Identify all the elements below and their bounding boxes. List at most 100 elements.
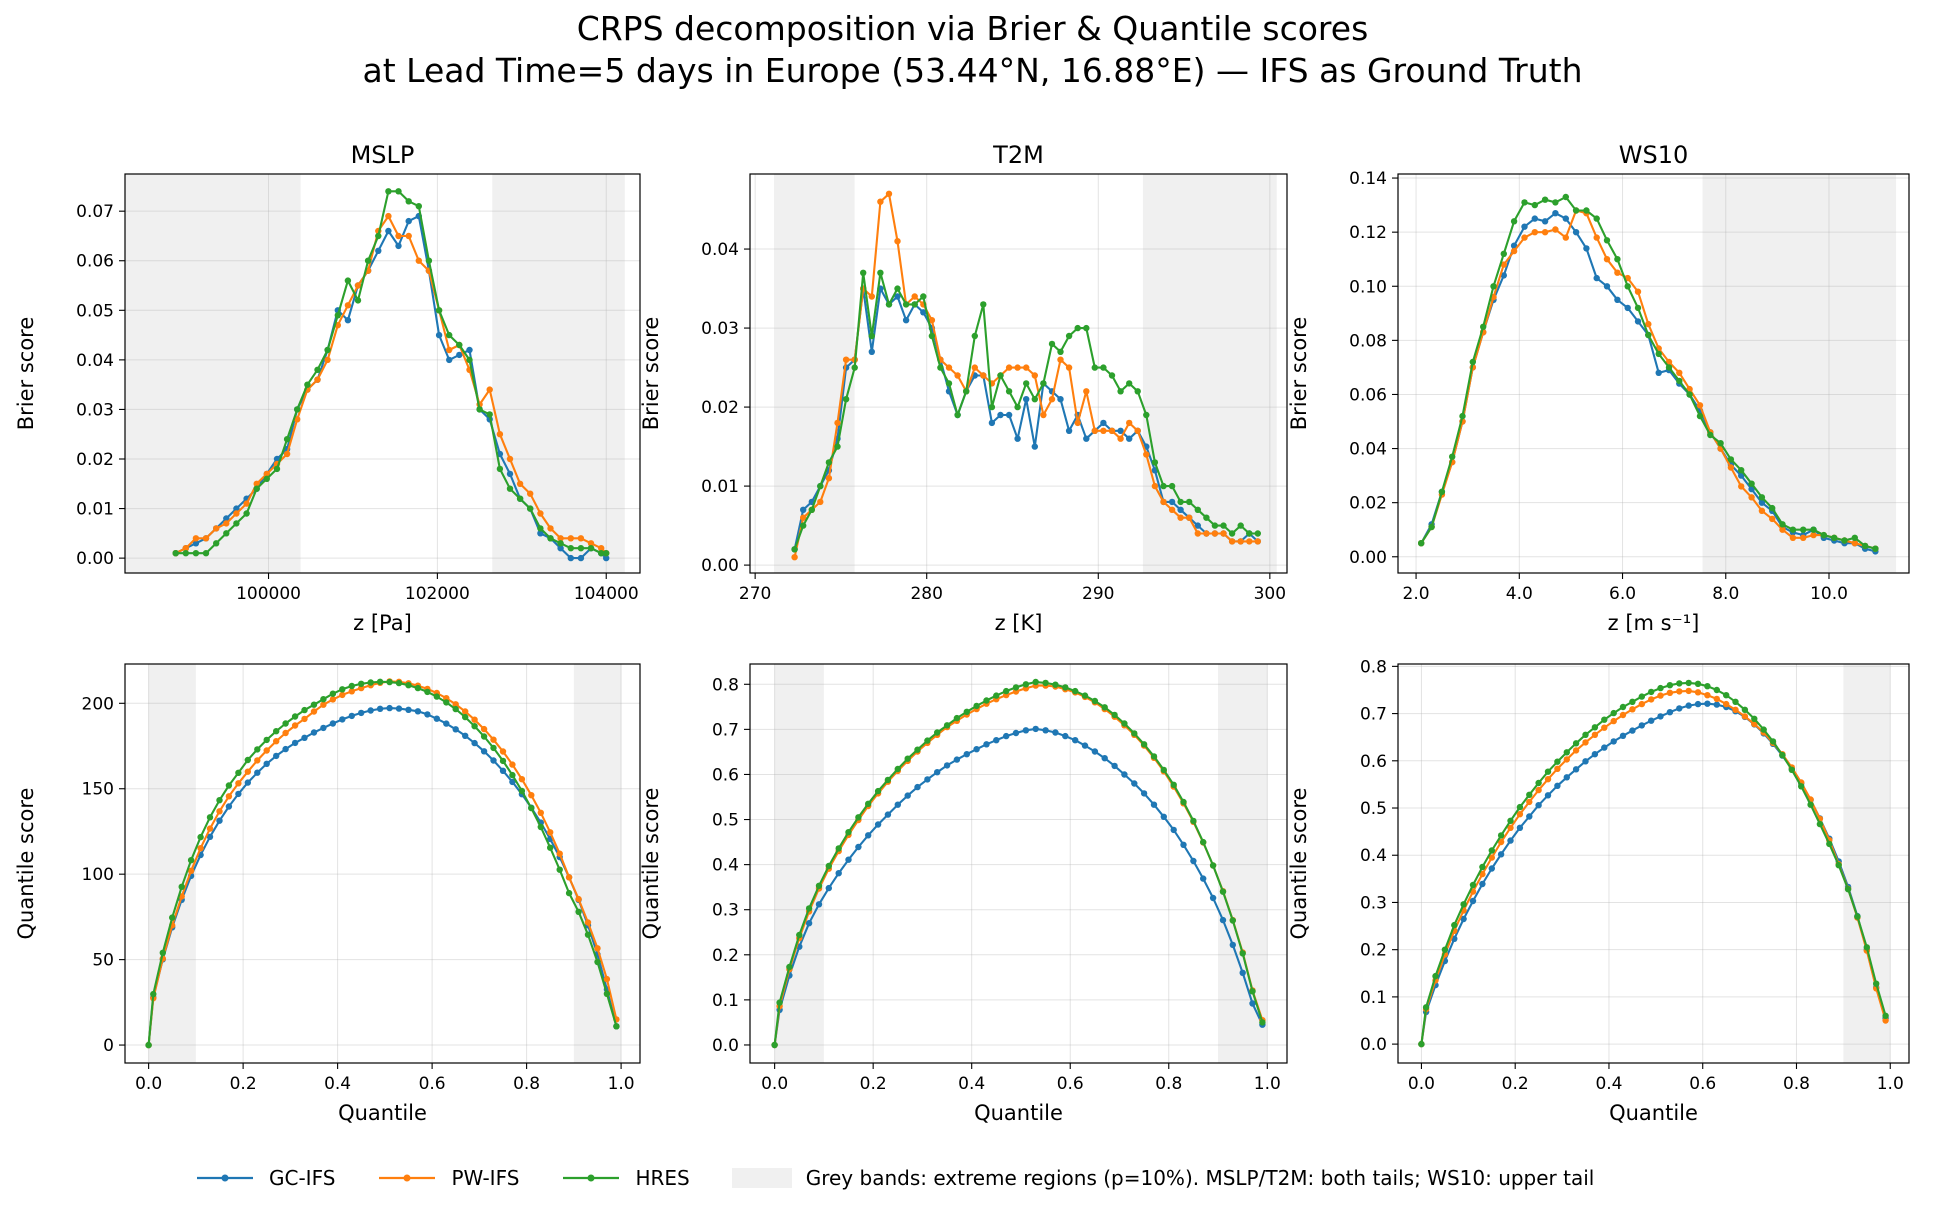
- data-point-pw-ifs: [1723, 700, 1730, 708]
- data-point-gc-ifs: [1603, 283, 1611, 290]
- data-point-hres: [1186, 498, 1193, 506]
- data-point-hres: [235, 769, 242, 776]
- data-point-hres: [1500, 250, 1508, 257]
- data-point-hres: [825, 459, 833, 466]
- series-pw-ifs: [145, 678, 620, 1049]
- data-point-gc-ifs: [1022, 727, 1030, 734]
- data-point-gc-ifs: [1563, 774, 1571, 781]
- data-point-hres: [1101, 704, 1108, 711]
- data-point-pw-ifs: [1563, 756, 1571, 763]
- data-point-hres: [1170, 781, 1177, 788]
- data-point-hres: [1151, 459, 1159, 466]
- data-point-hres: [1428, 523, 1435, 531]
- data-point-pw-ifs: [1168, 506, 1176, 513]
- data-point-pw-ifs: [202, 535, 210, 542]
- data-point-hres: [1751, 715, 1758, 722]
- data-point-hres: [344, 277, 352, 284]
- data-point-gc-ifs: [1704, 700, 1711, 707]
- data-point-gc-ifs: [367, 707, 374, 714]
- y-tick-label: 0.08: [1349, 331, 1387, 351]
- data-point-gc-ifs: [1507, 837, 1514, 844]
- data-point-hres: [476, 406, 483, 413]
- data-point-pw-ifs: [877, 198, 884, 205]
- y-tick-label: 0.00: [76, 549, 114, 569]
- data-point-pw-ifs: [1237, 538, 1244, 545]
- x-tick-label: 0.8: [513, 1074, 540, 1094]
- data-point-hres: [1841, 537, 1848, 544]
- data-point-pw-ifs: [354, 282, 362, 289]
- y-axis-label: Quantile score: [14, 788, 38, 940]
- data-point-pw-ifs: [1160, 498, 1167, 506]
- data-point-pw-ifs: [1246, 538, 1253, 545]
- data-point-hres: [603, 550, 610, 557]
- data-point-hres: [1209, 862, 1217, 869]
- data-point-gc-ifs: [446, 356, 453, 364]
- x-axis-label: z [m s⁻¹]: [1608, 611, 1700, 635]
- data-point-hres: [1531, 201, 1539, 209]
- data-point-pw-ifs: [1591, 731, 1599, 738]
- data-point-hres: [877, 269, 884, 276]
- data-point-gc-ifs: [1229, 941, 1237, 949]
- data-point-gc-ifs: [855, 843, 862, 851]
- data-point-pw-ifs: [1645, 320, 1652, 328]
- data-point-hres: [943, 722, 951, 729]
- data-point-gc-ifs: [1239, 969, 1246, 976]
- data-point-hres: [800, 522, 807, 529]
- data-point-gc-ifs: [1140, 790, 1148, 797]
- data-point-hres: [433, 693, 440, 700]
- data-point-gc-ifs: [376, 705, 384, 712]
- data-point-hres: [815, 882, 823, 889]
- series-hres: [145, 678, 620, 1049]
- data-point-pw-ifs: [192, 535, 200, 542]
- data-point-gc-ifs: [1685, 702, 1692, 709]
- data-point-hres: [506, 485, 514, 492]
- data-point-hres: [584, 931, 592, 938]
- data-point-gc-ifs: [1676, 705, 1683, 712]
- data-point-gc-ifs: [414, 708, 422, 715]
- data-point-pw-ifs: [1676, 369, 1683, 376]
- data-point-gc-ifs: [1121, 771, 1128, 778]
- data-point-gc-ifs: [904, 792, 911, 799]
- data-point-hres: [791, 546, 798, 553]
- x-tick-label: 0.2: [860, 1074, 887, 1094]
- data-point-hres: [1005, 388, 1013, 395]
- data-point-hres: [1121, 720, 1128, 727]
- plot-frame: [1397, 173, 1910, 574]
- data-point-hres: [329, 690, 337, 697]
- data-point-pw-ifs: [263, 747, 270, 754]
- data-point-gc-ifs: [1552, 210, 1559, 217]
- plot-frame: [749, 663, 1288, 1064]
- data-point-hres: [914, 746, 921, 753]
- data-point-hres: [796, 931, 803, 939]
- data-point-hres: [518, 787, 526, 795]
- data-point-pw-ifs: [1117, 435, 1124, 442]
- data-point-hres: [415, 203, 422, 210]
- data-point-hres: [294, 406, 301, 413]
- plot-frame: [749, 173, 1288, 574]
- data-point-hres: [1031, 396, 1039, 403]
- x-tick-label: 10.0: [1810, 584, 1848, 604]
- data-point-gc-ifs: [1572, 766, 1580, 773]
- data-point-hres: [314, 366, 321, 373]
- data-point-hres: [945, 380, 953, 387]
- data-point-hres: [1418, 540, 1425, 547]
- data-point-gc-ifs: [301, 734, 308, 741]
- data-point-hres: [808, 506, 815, 513]
- data-point-gc-ifs: [1531, 215, 1539, 222]
- data-point-gc-ifs: [894, 293, 901, 300]
- x-tick-label: 0.0: [135, 1074, 162, 1094]
- data-point-hres: [320, 696, 327, 703]
- figure-title-line-1: CRPS decomposition via Brier & Quantile …: [576, 9, 1369, 48]
- data-point-gc-ifs: [1469, 897, 1477, 905]
- data-point-pw-ifs: [1713, 695, 1721, 703]
- data-point-pw-ifs: [1134, 427, 1141, 434]
- data-point-gc-ifs: [894, 801, 901, 808]
- data-point-hres: [1563, 749, 1571, 756]
- data-point-hres: [354, 297, 362, 304]
- data-point-hres: [414, 684, 422, 692]
- y-tick-label: 0.01: [701, 477, 739, 497]
- data-point-pw-ifs: [385, 212, 392, 220]
- data-point-hres: [1168, 482, 1176, 490]
- data-point-gc-ifs: [254, 769, 261, 776]
- x-tick-label: 2.0: [1403, 584, 1430, 604]
